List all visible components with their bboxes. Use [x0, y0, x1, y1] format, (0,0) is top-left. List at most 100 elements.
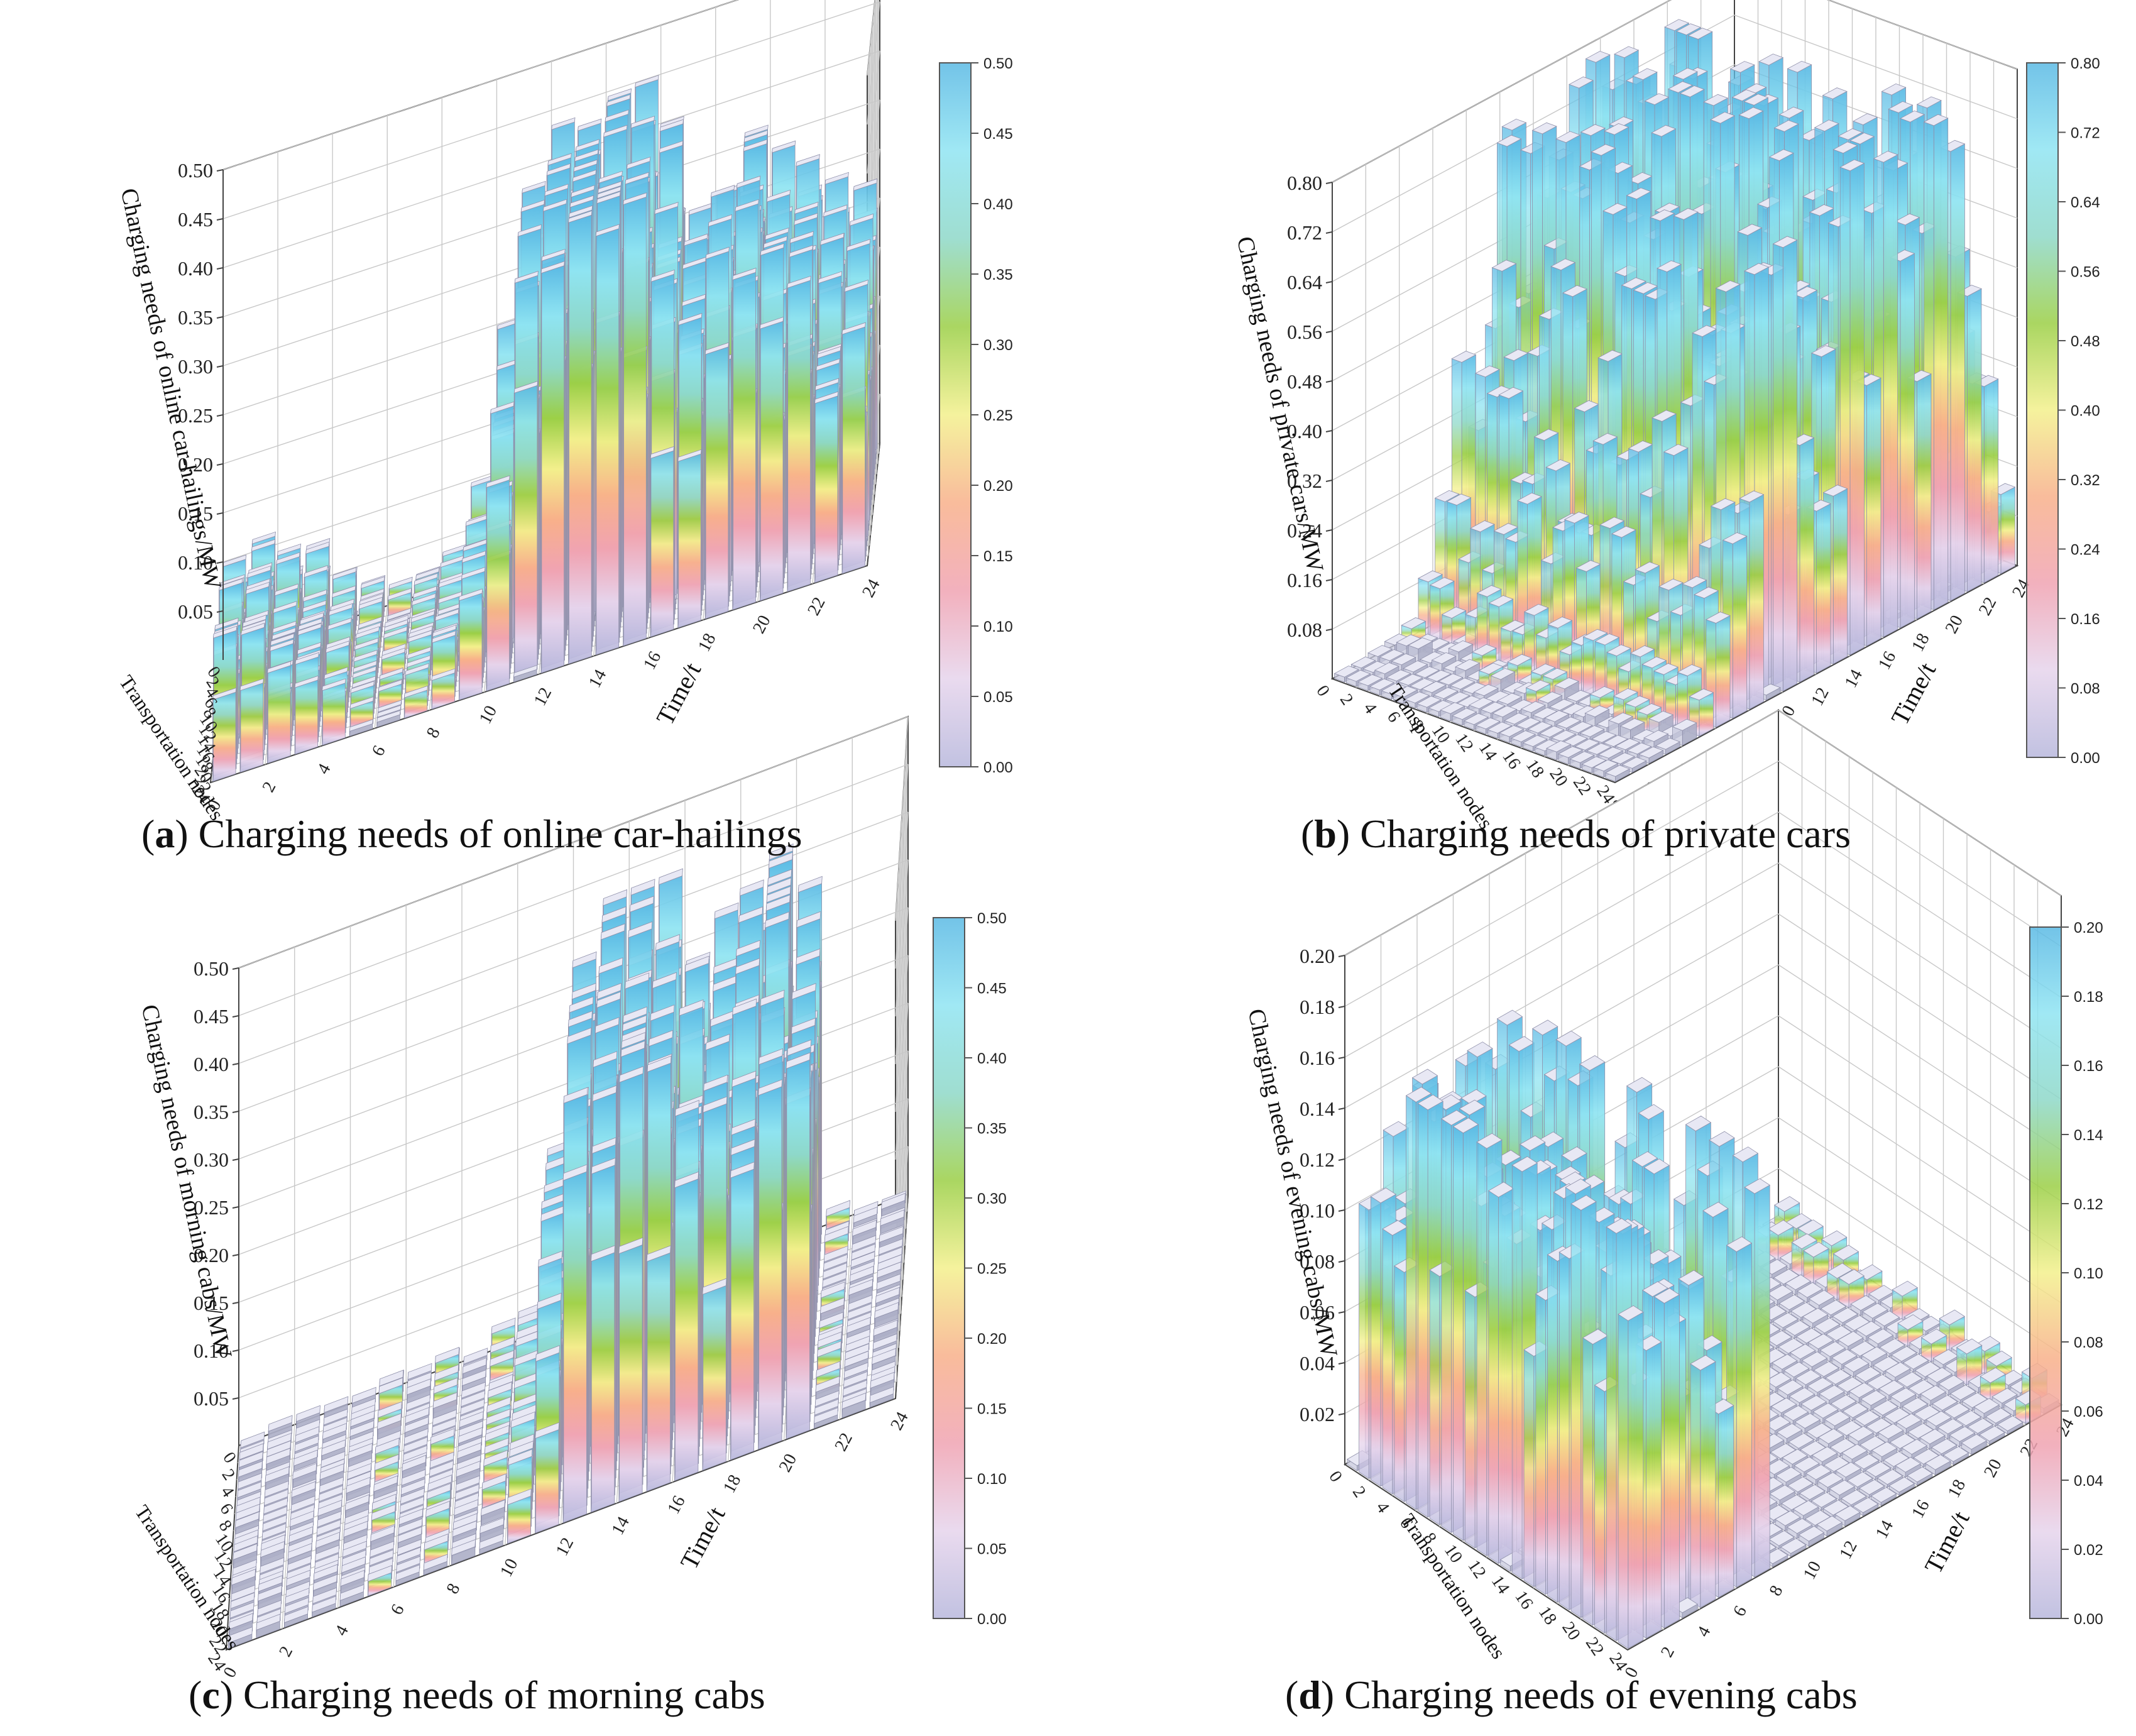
colorbar-tick-label: 0.64	[2071, 194, 2100, 211]
z-tick-label: 0.40	[194, 1053, 229, 1075]
colorbar: 0.00 0.02 0.04 0.06 0.08 0.10 0.12 0.14 0.16 0.18…	[2029, 920, 2103, 1628]
colorbar-tick-label: 0.80	[2071, 55, 2100, 72]
x-tick-label: 6	[368, 742, 390, 759]
caption-c-letter: c	[202, 1673, 220, 1717]
colorbar-tick-label: 0.00	[2074, 1611, 2103, 1628]
z-tick-label: 0.08	[1287, 618, 1322, 641]
x-tick-label: 8	[423, 725, 444, 742]
colorbar: 0.00 0.05 0.10 0.15 0.20 0.25 0.30 0.35 0.40 0.45…	[939, 55, 1013, 776]
bar	[814, 391, 839, 583]
y-tick-label: 0	[1325, 1468, 1346, 1486]
z-tick-label: 0.80	[1287, 172, 1322, 194]
z-tick-label: 0.02	[1300, 1403, 1335, 1426]
chart-b: 0.08 0.16 0.24 0.32 0.40 0.48 0.56 0.64 0.72 0.80…	[1232, 0, 2100, 833]
z-tick-label: 0.05	[194, 1387, 229, 1410]
x-tick-label: 6	[1729, 1603, 1751, 1620]
bar	[562, 1164, 588, 1524]
x-tick-label: 14	[1841, 666, 1867, 691]
colorbar-tick-label: 0.00	[2071, 750, 2100, 767]
x-tick-label: 20	[1942, 612, 1968, 637]
y-tick-label: 12	[1464, 1556, 1489, 1582]
x-tick-label: 18	[720, 1471, 745, 1496]
z-tick-label: 0.16	[1300, 1047, 1335, 1069]
bar	[1690, 1354, 1716, 1608]
x-tick-label: 20	[749, 612, 775, 637]
z-tick-label: 0.35	[194, 1101, 229, 1123]
x-tick-label: 12	[1836, 1537, 1861, 1562]
x-tick-label: 16	[640, 648, 665, 673]
x-tick-label: 20	[775, 1451, 801, 1475]
x-tick-label: 10	[496, 1556, 522, 1580]
x-tick-label: 2	[259, 779, 280, 796]
bar	[568, 210, 593, 664]
colorbar-tick-label: 0.18	[2074, 989, 2103, 1006]
bar	[618, 1237, 644, 1502]
bar	[458, 588, 483, 701]
caption-d-text: Charging needs of evening cabs	[1344, 1673, 1858, 1717]
x-tick-label: 22	[831, 1430, 857, 1454]
z-tick-label: 0.64	[1287, 271, 1322, 294]
x-tick-label: 14	[1872, 1517, 1898, 1542]
colorbar-tick-label: 0.02	[2074, 1542, 2103, 1559]
chart-a: 0.05 0.10 0.15 0.20 0.25 0.30 0.35 0.40 0.45 0.50…	[115, 0, 1013, 824]
colorbar-tick-label: 0.20	[2074, 920, 2103, 937]
x-tick-label: 10	[1800, 1558, 1826, 1583]
z-tick-label: 0.56	[1287, 321, 1322, 343]
caption-c: (c) Charging needs of morning cabs	[189, 1673, 765, 1717]
x-tick-label: 18	[694, 630, 720, 655]
x-tick-label: 4	[314, 761, 335, 777]
bar	[623, 192, 647, 647]
z-tick-label: 0.18	[1300, 996, 1335, 1018]
x-tick-label: 12	[552, 1534, 578, 1559]
y-tick-label: 20	[1545, 764, 1571, 790]
x-tick-label: 8	[443, 1580, 464, 1597]
colorbar-tick-label: 0.20	[977, 1331, 1007, 1348]
bar	[591, 1245, 615, 1513]
y-tick-label: 18	[1522, 756, 1548, 782]
bar	[294, 675, 319, 755]
y-tick-label: 2	[1349, 1483, 1370, 1501]
bar	[677, 449, 702, 629]
x-tick-label: 12	[1807, 684, 1833, 709]
bar	[758, 1079, 783, 1450]
y-tick-label: 22	[1582, 1634, 1607, 1659]
colorbar-tick-label: 0.06	[2074, 1404, 2103, 1420]
bar	[486, 475, 510, 691]
colorbar-scale	[933, 917, 965, 1619]
x-tick-label: 18	[1908, 630, 1934, 655]
colorbar-scale	[939, 62, 972, 767]
caption-a-text: Charging needs of online car-hailings	[198, 811, 802, 856]
colorbar-tick-label: 0.40	[2071, 403, 2100, 420]
x-tick-label: 14	[608, 1514, 633, 1538]
z-axis-title: Charging needs of online car-hailings/MW	[116, 186, 226, 591]
bars	[212, 75, 878, 782]
colorbar-tick-label: 0.08	[2071, 681, 2100, 698]
y-tick-label: 22	[1569, 773, 1595, 799]
colorbar-tick-label: 0.20	[983, 478, 1013, 495]
caption-b-text: Charging needs of private cars	[1360, 811, 1851, 856]
y-tick-label: 0	[1312, 682, 1334, 700]
z-tick-label: 0.05	[178, 600, 213, 623]
chart-c: 0.05 0.10 0.15 0.20 0.25 0.30 0.35 0.40 0.45 0.50…	[131, 715, 1007, 1681]
colorbar-tick-label: 0.15	[977, 1401, 1007, 1418]
x-tick-label: 2	[275, 1643, 297, 1660]
z-tick-label: 0.20	[1300, 945, 1335, 967]
z-tick-label: 0.72	[1287, 221, 1322, 244]
y-tick-label: 16	[1511, 1588, 1536, 1613]
colorbar-tick-label: 0.15	[983, 548, 1013, 565]
caption-b: (b) Charging needs of private cars	[1301, 811, 1851, 856]
colorbar-tick-label: 0.35	[977, 1121, 1007, 1138]
bar	[1488, 1182, 1514, 1564]
caption-a-letter: a	[155, 811, 175, 856]
bar	[674, 1171, 699, 1481]
z-tick-label: 0.50	[194, 957, 229, 980]
colorbar-tick-label: 0.25	[977, 1261, 1007, 1278]
z-tick-label: 0.45	[194, 1005, 229, 1028]
colorbar-tick-label: 0.30	[983, 337, 1013, 354]
colorbar-tick-label: 0.05	[983, 689, 1013, 706]
z-tick-label: 0.50	[178, 159, 213, 182]
colorbar-tick-label: 0.00	[977, 1611, 1007, 1628]
x-tick-label: 12	[530, 684, 556, 709]
bar	[786, 1052, 811, 1439]
x-tick-label: 22	[1975, 594, 2001, 618]
